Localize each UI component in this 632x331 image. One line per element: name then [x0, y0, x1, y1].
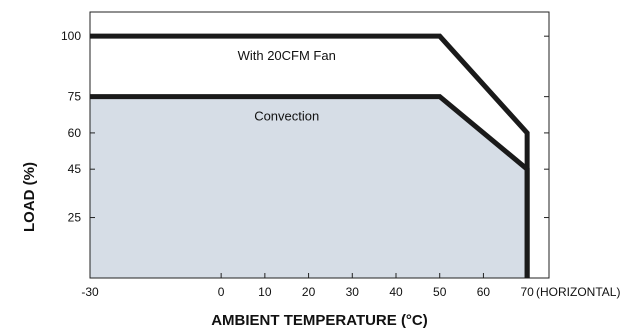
- x-tick-label: 0: [218, 285, 225, 299]
- x-tick-label: -30: [81, 285, 99, 299]
- x-tick-label: 30: [346, 285, 360, 299]
- y-tick-label: 45: [68, 162, 82, 176]
- area-layer: [90, 96, 528, 279]
- y-tick-label: 75: [68, 90, 82, 104]
- x-tick-label: 70: [520, 285, 534, 299]
- y-tick-label: 60: [68, 126, 82, 140]
- x-axis-title: AMBIENT TEMPERATURE (°C): [211, 312, 428, 329]
- x-tick-label: 60: [477, 285, 491, 299]
- x-axis-orientation-note: (HORIZONTAL): [536, 285, 620, 299]
- x-tick-label: 10: [258, 285, 272, 299]
- label-layer: With 20CFM Fan Convection: [238, 48, 336, 123]
- x-tick-label: 20: [302, 285, 316, 299]
- series-label-with-20cfm-fan: With 20CFM Fan: [238, 48, 336, 63]
- series-line-convection: [90, 94, 530, 278]
- series-label-convection: Convection: [254, 109, 319, 124]
- line-layer: [90, 33, 530, 278]
- series-area-convection: [90, 96, 528, 279]
- tick-layer: -30 0 10 20 30 40 50 60 70 25 45 60 75 100: [61, 29, 549, 299]
- plot-frame: [89, 11, 550, 279]
- y-axis-title: LOAD (%): [21, 162, 38, 232]
- y-tick-label: 100: [61, 29, 81, 43]
- x-tick-label: 50: [433, 285, 447, 299]
- y-tick-label: 25: [68, 211, 82, 225]
- x-tick-label: 40: [389, 285, 403, 299]
